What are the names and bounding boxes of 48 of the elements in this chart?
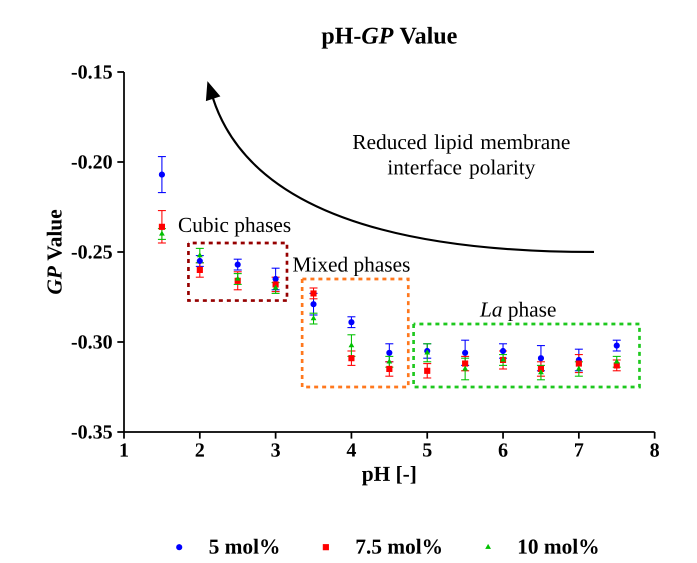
x-tick-label: 4 (346, 443, 356, 457)
point (462, 366, 468, 371)
point (538, 355, 544, 362)
point (310, 316, 316, 320)
y-tick-label: -0.25 (72, 245, 112, 259)
chart-title: pH-GP Value (322, 26, 457, 49)
y-tick-label: -0.15 (72, 65, 112, 79)
point (500, 348, 506, 354)
x-tick-label: 6 (498, 443, 508, 457)
point (159, 230, 165, 236)
point (197, 252, 203, 258)
x-tick-label: 8 (650, 443, 659, 457)
point (348, 355, 354, 362)
x-tick-label: 2 (196, 443, 204, 457)
point (272, 276, 279, 282)
legend-label: 5 mol% (210, 538, 278, 554)
point (614, 362, 620, 368)
point (310, 290, 317, 296)
annotation: La phase (480, 302, 556, 322)
annotation: Cubic phases (178, 217, 290, 236)
point (424, 368, 430, 374)
point (386, 358, 392, 364)
point (196, 266, 203, 274)
point (614, 342, 620, 349)
point (462, 360, 468, 367)
y-tick-label: -0.30 (72, 335, 112, 349)
y-axis-title: GP Value (46, 210, 62, 294)
x-axis-title: pH [-] (362, 466, 416, 486)
point (386, 366, 392, 372)
point (158, 172, 165, 178)
x-tick-label: 1 (120, 443, 128, 457)
point (234, 262, 241, 268)
point (348, 319, 354, 326)
x-tick-label: 3 (271, 443, 280, 457)
x-tick-label: 7 (574, 443, 584, 456)
point (272, 284, 278, 290)
annotation: Mixed phases (293, 256, 410, 276)
y-tick-label: -0.35 (72, 425, 112, 439)
point (386, 350, 392, 356)
legend-label: 7.5 mol% (356, 538, 441, 554)
annotation: Reduced lipid membrane interface polarity (352, 134, 570, 179)
x-tick-label: 5 (423, 443, 432, 457)
y-tick-label: -0.20 (72, 155, 112, 169)
point (158, 224, 165, 230)
point (348, 342, 354, 348)
legend-label: 10 mol% (518, 538, 598, 554)
point (310, 301, 317, 308)
point (462, 350, 468, 356)
